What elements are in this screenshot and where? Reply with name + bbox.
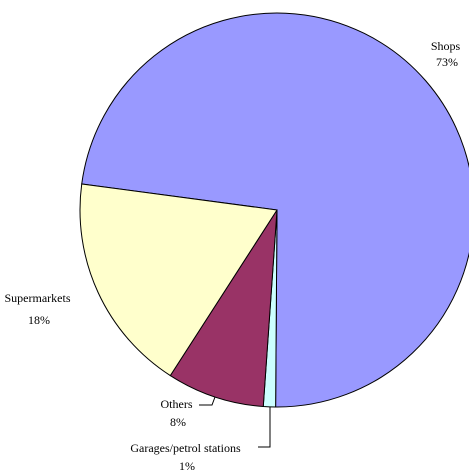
pie-slice-supermarkets (79, 183, 278, 377)
label-shops: Shops 73% (431, 39, 463, 69)
leader-line-garages (258, 407, 271, 448)
pie-slice-shops (81, 12, 469, 408)
leader-line-others (199, 396, 216, 406)
pie-slices (79, 12, 469, 408)
label-supermarkets: Supermarkets 18% (5, 291, 74, 327)
label-garages-petrol-stations: Garages/petrol stations 1% (130, 441, 243, 470)
pie-slice-others (169, 209, 278, 408)
label-others: Others 8% (161, 397, 196, 429)
